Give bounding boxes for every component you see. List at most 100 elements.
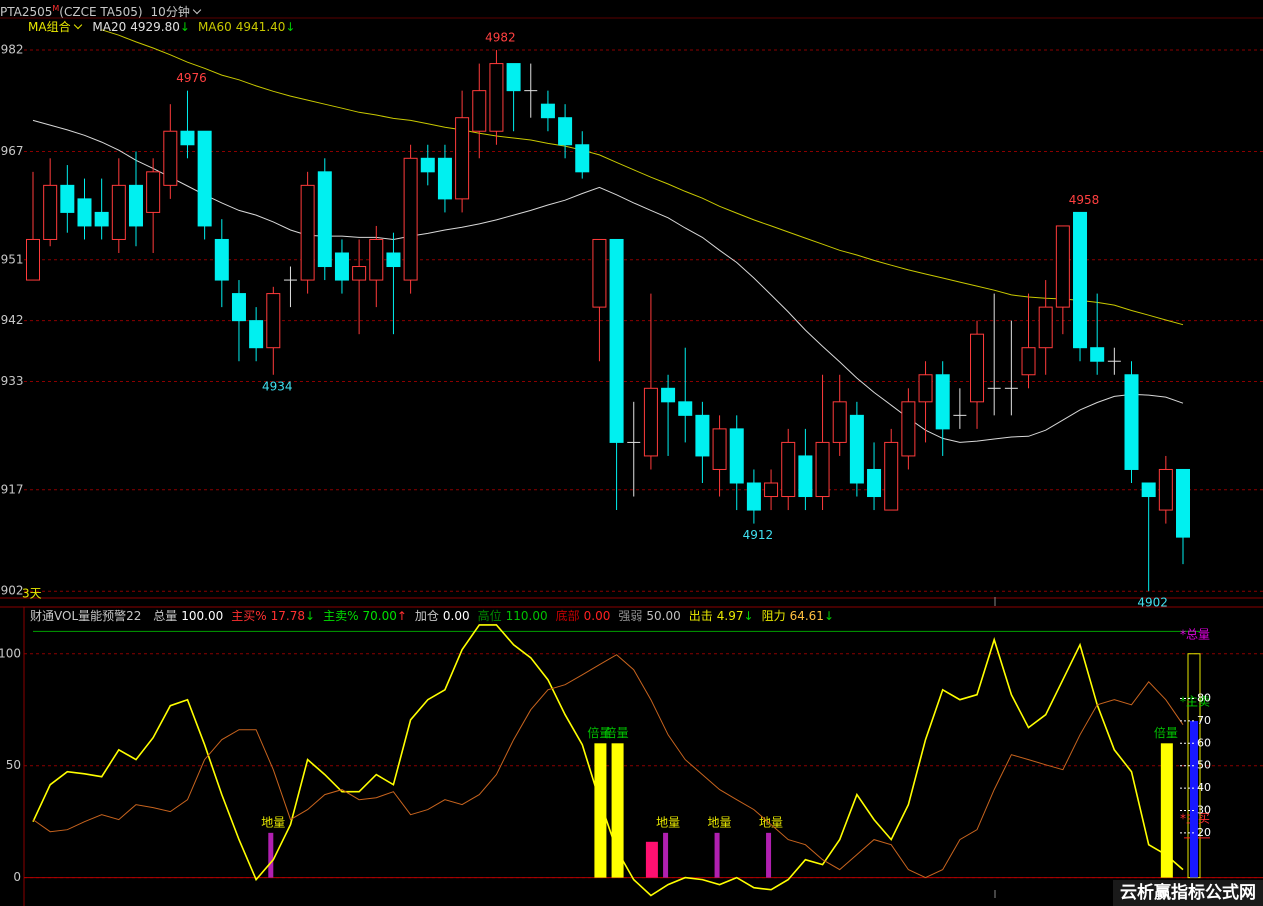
candle-body [970,333,985,403]
gauge-tick-label: 60 [1197,736,1211,749]
candle-body [901,401,916,457]
legend-arrow: ↓ [179,20,190,34]
legend-arrow: ↓ [285,20,296,34]
candle-body [643,387,658,457]
ma-selector[interactable]: MA组合 [28,20,71,34]
candle-body [472,90,487,132]
range-label: 3天 [22,587,42,601]
candle-body [558,117,573,146]
y-tick-label: 0 [13,870,21,884]
readout-name: 强弱 [618,609,643,623]
candle-body [77,198,92,227]
gauge-tick-label: 30 [1197,803,1211,816]
price-annotation: 4934 [262,379,293,393]
readout-name: 底部 [555,609,580,623]
candle-body [1055,225,1070,308]
signal-bar [645,841,658,878]
candle-body [609,238,624,443]
ma-legend: MA组合 MA20 4929.80↓ MA60 4941.40↓ [28,19,295,35]
indicator-line [32,624,1184,897]
y-tick-label: 4933 [0,374,24,388]
readout-value: 64.61 [789,609,824,623]
symbol: PTA2505 [0,5,53,19]
signal-label: 倍量 [605,725,629,740]
candle-body [695,414,710,457]
candle-body [403,157,418,281]
candle-body [317,171,332,268]
candle-body [180,130,195,146]
candle-body [540,103,555,119]
y-tick-label: 4967 [0,144,24,158]
candle-body [334,252,349,281]
readout-name: 阻力 [761,609,786,623]
readout-value: 17.78 [270,609,306,623]
dropdown-icon[interactable] [73,20,82,30]
y-tick-label: 4982 [0,43,24,57]
signal-bar [663,832,669,878]
candle-body [1158,468,1173,511]
candle-body [815,441,830,498]
readout-value: 50.00 [646,609,681,623]
badge: M [52,4,60,13]
candle-body [884,441,899,511]
readout-arrow: ↓ [305,609,316,623]
gauge-fill [1190,720,1198,878]
candle-body [489,63,504,132]
gauge-tick-label: 70 [1197,714,1211,727]
candle-body [249,320,264,349]
signal-bar [1160,743,1173,878]
price-annotation: 4912 [743,528,774,542]
ma-line [32,119,1184,443]
readout-value: 110.00 [505,609,548,623]
y-tick-label: 100 [0,646,21,660]
header: PTA2505M(CZCE TA505) 10分钟 [0,1,202,20]
signal-label: 倍量 [587,725,611,740]
y-tick-label: 50 [6,758,21,772]
candle-body [712,428,727,470]
signal-label: 地量 [656,815,680,829]
signal-label: 地量 [261,815,285,829]
gauge-tick-label: 20 [1197,826,1211,839]
candle-body [26,238,40,281]
exchange-code: (CZCE TA505) [59,5,143,19]
candle-body [1038,306,1053,349]
signal-bar [594,743,607,878]
gauge-label: *主卖 [1180,694,1210,708]
gauge-tick-label: 80 [1197,692,1211,705]
ma-line [101,29,1184,326]
readout-name: 高位 [477,609,502,623]
candle-body [369,238,384,281]
candle-body [849,414,864,484]
candle-body [420,157,435,173]
gauge-label: *总量 [1180,627,1210,641]
dropdown-icon[interactable] [192,5,202,15]
y-tick-label: 4902 [0,584,24,598]
candle-body [437,157,452,200]
readout-name: 出击 [688,609,713,623]
candle-body [60,184,75,213]
price-annotation: 4958 [1069,193,1100,207]
candle-body [214,238,229,281]
candle-body [231,293,246,322]
price-annotation: 4976 [176,71,207,85]
legend-name: MA60 [197,20,232,34]
candle-body [300,184,315,281]
signal-bar [268,832,274,878]
candle-body [729,428,744,484]
candle-body [1021,347,1036,376]
readout-value: 0.00 [583,609,611,623]
signal-bar [714,832,720,878]
candle-body [455,117,470,200]
readout-name: 加仓 [414,609,439,623]
indicator-title: 财通VOL量能预警22 [30,609,142,623]
price-annotation: 4982 [485,31,516,45]
signal-label: 地量 [708,815,732,829]
candle-body [764,482,779,498]
candle-body [592,238,607,308]
period[interactable]: 10分钟 [150,5,190,19]
candle-body [575,144,590,173]
watermark: 云析赢指标公式网 [1113,880,1263,906]
candle-body [746,482,761,511]
